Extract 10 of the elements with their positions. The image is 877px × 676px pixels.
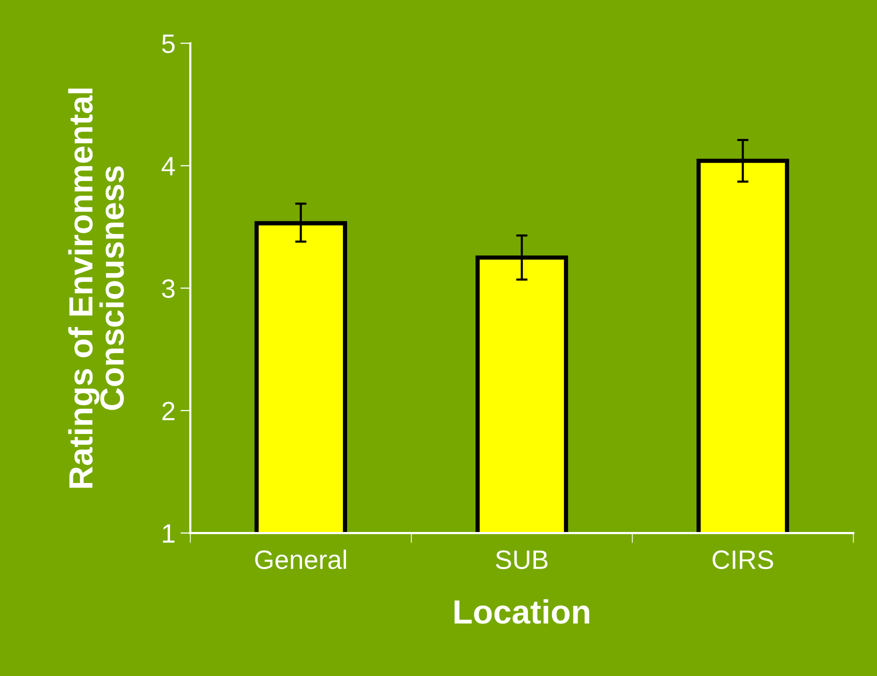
y-tick-label: 2	[162, 402, 174, 420]
y-tick-label: 5	[162, 34, 175, 54]
y-axis-title: Ratings of Environmental Consciousness	[68, 88, 124, 488]
y-tick-label: 4	[162, 157, 175, 176]
x-axis-title: Location	[454, 599, 590, 624]
x-tick-label: CIRS	[712, 550, 774, 570]
y-tick-label: 1	[163, 524, 174, 543]
x-tick-label: General	[255, 550, 346, 570]
y-tick-label: 3	[162, 279, 175, 298]
x-tick-label: SUB	[496, 550, 548, 570]
